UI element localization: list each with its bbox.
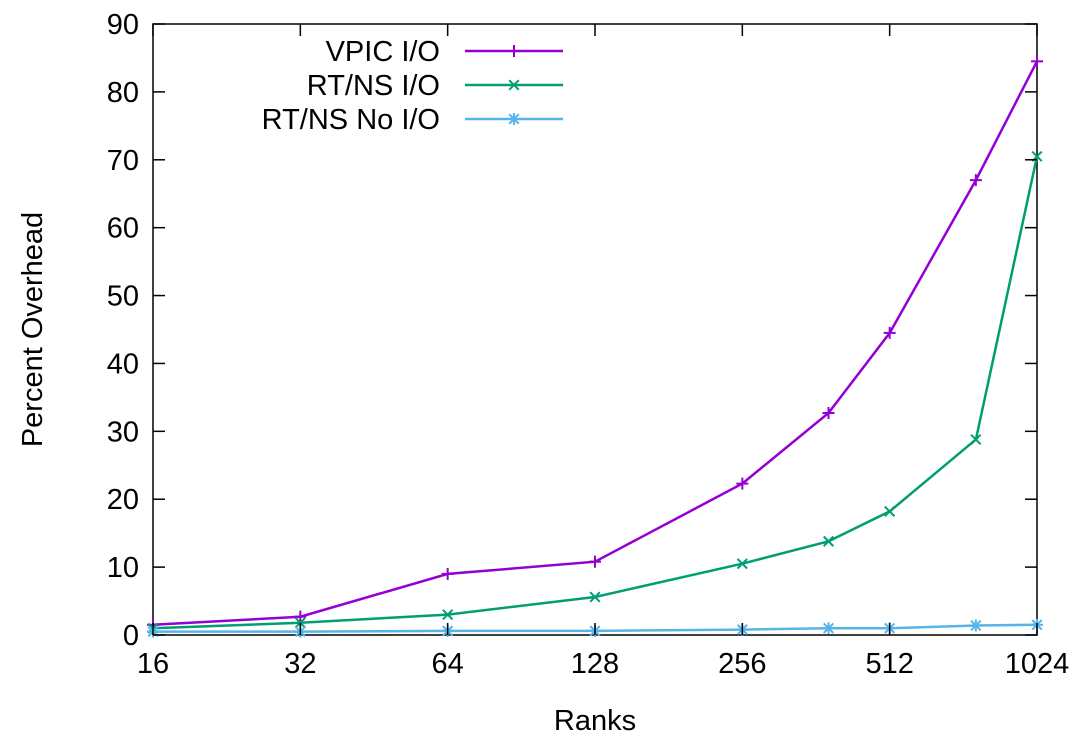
x-tick-label: 32 bbox=[284, 648, 316, 680]
y-tick-label: 50 bbox=[107, 281, 139, 313]
y-tick-label: 20 bbox=[107, 484, 139, 516]
data-point bbox=[822, 622, 835, 635]
data-point bbox=[884, 505, 896, 517]
data-point bbox=[294, 610, 307, 623]
y-tick-label: 0 bbox=[123, 620, 139, 652]
legend-item: RT/NS No I/O bbox=[262, 104, 563, 136]
y-tick-label: 70 bbox=[107, 145, 139, 177]
data-point bbox=[736, 558, 748, 570]
y-axis-label: Percent Overhead bbox=[17, 212, 49, 447]
data-point bbox=[294, 617, 306, 629]
y-tick-label: 90 bbox=[107, 9, 139, 41]
data-point bbox=[969, 174, 982, 187]
x-tick-label: 128 bbox=[571, 648, 619, 680]
legend-item: VPIC I/O bbox=[326, 36, 563, 68]
data-point bbox=[508, 79, 520, 91]
series-vpic-i-o bbox=[147, 55, 1043, 631]
legend: VPIC I/ORT/NS I/ORT/NS No I/O bbox=[262, 36, 563, 136]
series-line bbox=[152, 60, 1039, 627]
data-point bbox=[441, 567, 454, 580]
x-tick-label: 16 bbox=[137, 648, 169, 680]
data-point bbox=[823, 535, 835, 547]
data-point bbox=[883, 326, 896, 339]
y-tick-label: 80 bbox=[107, 77, 139, 109]
data-point bbox=[442, 609, 454, 621]
data-point bbox=[508, 113, 520, 125]
legend-label: RT/NS No I/O bbox=[262, 104, 440, 136]
data-point bbox=[589, 591, 601, 603]
x-tick-label: 64 bbox=[432, 648, 464, 680]
data-point bbox=[589, 555, 601, 568]
axes: 0 10 20 30 40 50 60 70 80 90 16 32 64 128 256 512 1024 bbox=[107, 9, 1070, 680]
y-tick-label: 60 bbox=[107, 213, 139, 245]
data-point bbox=[822, 407, 835, 420]
legend-label: RT/NS I/O bbox=[307, 70, 440, 102]
y-tick-label: 40 bbox=[107, 348, 139, 380]
data-point bbox=[969, 619, 982, 632]
x-axis-label: Ranks bbox=[554, 705, 636, 737]
x-tick-label: 256 bbox=[718, 648, 766, 680]
data-point bbox=[970, 433, 982, 445]
data-point bbox=[508, 45, 520, 57]
series-group bbox=[147, 55, 1043, 638]
y-tick-label: 30 bbox=[107, 416, 139, 448]
data-point bbox=[1031, 55, 1043, 68]
x-tick-label: 1024 bbox=[1005, 648, 1070, 680]
y-tick-label: 10 bbox=[107, 552, 139, 584]
data-point bbox=[736, 477, 749, 490]
x-tick-label: 512 bbox=[865, 648, 913, 680]
legend-label: VPIC I/O bbox=[326, 36, 440, 68]
legend-item: RT/NS I/O bbox=[307, 70, 563, 102]
